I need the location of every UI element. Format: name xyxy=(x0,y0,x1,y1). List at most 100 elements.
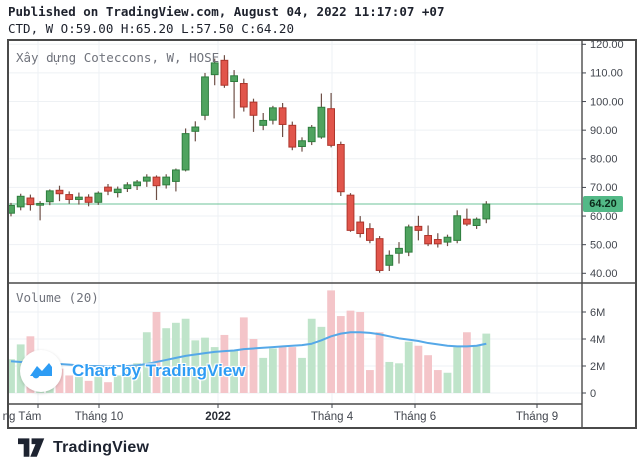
volume-bar xyxy=(65,375,74,393)
candle-body xyxy=(249,101,258,116)
candle-body xyxy=(26,197,35,206)
candle-body xyxy=(55,189,64,195)
candle-body xyxy=(172,169,180,182)
volume-bar xyxy=(104,382,112,393)
candle-body xyxy=(123,184,132,190)
candle-body xyxy=(104,186,112,192)
volume-bar xyxy=(433,370,442,393)
candle-body xyxy=(210,62,219,76)
volume-bar xyxy=(239,317,248,393)
volume-bar xyxy=(113,375,122,393)
volume-bar xyxy=(443,372,452,393)
tradingview-brand-icon xyxy=(18,438,45,457)
candle-body xyxy=(375,238,384,271)
volume-bar xyxy=(75,376,83,393)
time-tick-label: 2022 xyxy=(205,411,231,423)
price-tick-label: 120.00 xyxy=(590,39,624,51)
candles-layer xyxy=(7,55,491,273)
volume-bar xyxy=(191,340,200,393)
volume-bar xyxy=(463,332,471,393)
candle-body xyxy=(113,188,122,194)
candle-body xyxy=(181,133,190,171)
volume-bar xyxy=(385,361,394,393)
ohlc-header: CTD, W O:59.00 H:65.20 L:57.50 C:64.20 xyxy=(8,21,294,36)
tradingview-brand-link[interactable]: TradingView xyxy=(18,438,149,458)
volume-bar xyxy=(453,347,462,393)
watermark-text: Chart by TradingView xyxy=(72,361,246,380)
candle-body xyxy=(36,202,45,206)
candle-body xyxy=(65,194,74,200)
volume-bar xyxy=(152,312,161,393)
candle-body xyxy=(385,254,394,266)
volume-bar xyxy=(201,337,209,393)
volume-bar xyxy=(278,347,287,393)
candle-body xyxy=(142,176,151,182)
volume-bar xyxy=(336,316,345,393)
volume-bar xyxy=(375,332,384,393)
candle-body xyxy=(288,124,297,148)
volume-bar xyxy=(288,347,297,393)
last-price-badge: 64.20 xyxy=(583,196,623,213)
candle-body xyxy=(433,239,442,245)
volume-bar xyxy=(395,363,403,393)
candle-body xyxy=(45,190,54,203)
tradingview-watermark-link[interactable]: Chart by TradingView xyxy=(20,350,246,392)
volume-bar xyxy=(482,333,491,393)
volume-bar xyxy=(298,357,306,393)
volume-bar xyxy=(414,345,423,393)
price-tick-label: 60.00 xyxy=(590,211,618,223)
candle-body xyxy=(482,203,491,220)
candle-body xyxy=(239,83,248,108)
candle-body xyxy=(395,247,403,254)
volume-bar xyxy=(259,357,268,393)
volume-tick-label: 4M xyxy=(590,334,605,346)
symbol-title: Xây dựng Coteccons, W, HOSE xyxy=(16,50,220,65)
candle-body xyxy=(453,215,462,241)
volume-bar xyxy=(356,312,365,393)
candle-body xyxy=(133,181,141,187)
volume-bar xyxy=(133,363,141,393)
candle-body xyxy=(201,76,209,116)
volume-ma-line xyxy=(10,331,487,368)
candle-body xyxy=(16,195,25,208)
volume-bar xyxy=(94,376,103,393)
candle-body xyxy=(443,236,452,243)
candle-body xyxy=(84,196,93,203)
volume-bar xyxy=(84,380,93,393)
volume-bar xyxy=(269,348,277,393)
price-tick-label: 50.00 xyxy=(590,239,618,251)
time-tick-label: Tháng 6 xyxy=(394,411,436,423)
candle-body xyxy=(307,126,316,143)
volume-bar xyxy=(317,326,326,393)
time-tick-label: Tháng 9 xyxy=(516,411,558,423)
price-tick-label: 40.00 xyxy=(590,268,618,280)
candle-body xyxy=(327,108,336,146)
volume-bar xyxy=(230,349,238,393)
volume-bar xyxy=(346,310,355,393)
price-tick-label: 90.00 xyxy=(590,125,618,137)
candle-body xyxy=(298,140,306,147)
price-tick-label: 80.00 xyxy=(590,154,618,166)
volume-bar xyxy=(123,368,132,393)
volume-indicator-label: Volume (20) xyxy=(16,290,99,305)
volume-bar xyxy=(327,290,335,393)
tradingview-logo-icon xyxy=(20,350,62,392)
volume-tick-label: 6M xyxy=(590,307,605,319)
brand-name: TradingView xyxy=(53,439,150,456)
volume-bar xyxy=(142,332,151,393)
axes-layer: 120.00 110.00 100.00 90.00 80.00 70.00 60.00 50… xyxy=(3,39,637,429)
volume-ma-layer xyxy=(10,331,487,368)
candle-body xyxy=(346,194,355,231)
candle-body xyxy=(366,228,374,241)
candle-body xyxy=(269,107,277,121)
volume-bar xyxy=(424,355,432,393)
volume-bar xyxy=(404,341,413,393)
candle-body xyxy=(424,235,433,245)
volume-bar xyxy=(220,334,229,393)
volume-bar xyxy=(210,347,219,393)
candle-body xyxy=(162,176,171,186)
candle-body xyxy=(75,196,83,200)
candle-body xyxy=(463,218,471,225)
